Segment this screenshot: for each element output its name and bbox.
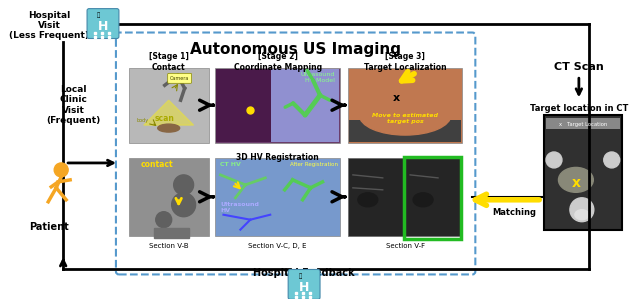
Text: Move to estimated
target pos: Move to estimated target pos	[372, 113, 438, 124]
Text: x: x	[572, 176, 580, 190]
FancyBboxPatch shape	[168, 73, 191, 83]
FancyBboxPatch shape	[87, 9, 119, 38]
Bar	[216, 68, 340, 143]
Ellipse shape	[157, 124, 180, 132]
Ellipse shape	[413, 193, 433, 207]
Circle shape	[54, 163, 68, 177]
Bar	[348, 158, 403, 236]
Circle shape	[546, 152, 562, 168]
Circle shape	[172, 193, 196, 217]
Text: Hospital
Visit
(Less Frequent): Hospital Visit (Less Frequent)	[9, 11, 89, 40]
Text: Matching: Matching	[492, 208, 536, 217]
Circle shape	[570, 198, 594, 222]
Text: 🏥: 🏥	[298, 274, 301, 279]
Circle shape	[156, 212, 172, 228]
Bar	[129, 68, 209, 143]
Ellipse shape	[559, 167, 593, 192]
Text: x   Target Location: x Target Location	[559, 122, 607, 127]
Text: Local
Clinic
Visit
(Frequent): Local Clinic Visit (Frequent)	[46, 85, 100, 125]
Text: Section V-C, D, E: Section V-C, D, E	[248, 243, 307, 249]
Bar	[216, 69, 273, 142]
Text: contact: contact	[140, 160, 173, 169]
Bar	[349, 120, 461, 142]
Circle shape	[604, 152, 620, 168]
Text: [Stage 2]
Coordinate Mapping: [Stage 2] Coordinate Mapping	[234, 52, 322, 72]
Polygon shape	[144, 100, 193, 125]
Bar	[271, 69, 339, 142]
Text: scan: scan	[155, 114, 175, 123]
Text: [Stage 3]
Target Localization: [Stage 3] Target Localization	[364, 52, 447, 72]
Bar	[129, 158, 209, 236]
Bar	[546, 118, 620, 129]
Text: Patient: Patient	[29, 222, 69, 232]
Text: Camera: Camera	[170, 76, 189, 81]
Text: CT HV: CT HV	[220, 162, 241, 167]
FancyBboxPatch shape	[288, 269, 320, 299]
Bar	[544, 115, 621, 230]
Text: 🏥: 🏥	[97, 13, 100, 18]
Ellipse shape	[358, 193, 378, 207]
Text: Target location in CT: Target location in CT	[530, 104, 628, 113]
Text: Section V-F: Section V-F	[385, 243, 425, 249]
Bar	[154, 228, 189, 238]
Text: After Registration: After Registration	[290, 162, 338, 167]
Text: H: H	[98, 20, 108, 33]
Text: Autonomous US Imaging: Autonomous US Imaging	[189, 43, 401, 58]
Text: [Stage 1]
Contact: [Stage 1] Contact	[148, 52, 189, 72]
Text: CT Scan: CT Scan	[554, 62, 604, 72]
Bar	[216, 158, 340, 236]
Ellipse shape	[575, 210, 589, 220]
Text: Hospital Feedback: Hospital Feedback	[253, 268, 355, 278]
Ellipse shape	[359, 95, 451, 135]
Text: x: x	[392, 93, 399, 103]
Text: 3D HV Registration: 3D HV Registration	[236, 153, 319, 162]
Text: body: body	[137, 118, 149, 123]
FancyBboxPatch shape	[116, 32, 476, 274]
Bar	[405, 158, 460, 236]
Bar	[404, 157, 461, 238]
Text: H: H	[299, 281, 309, 294]
Text: Section V-B: Section V-B	[149, 243, 189, 249]
Text: Ultrasound
HV: Ultrasound HV	[220, 202, 259, 213]
Circle shape	[173, 175, 193, 195]
Bar	[348, 68, 462, 143]
Text: Ultrasound
HV Model: Ultrasound HV Model	[301, 72, 335, 83]
